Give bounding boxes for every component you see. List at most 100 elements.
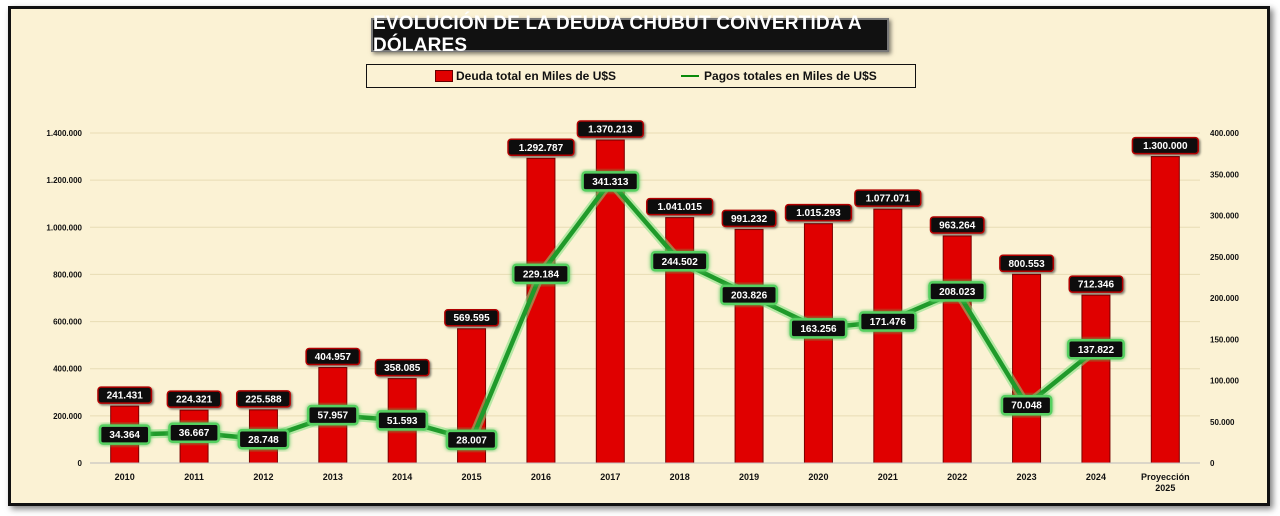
bar-label-box — [235, 390, 291, 408]
line-label-text: 244.502 — [662, 257, 699, 268]
bar-label: 1.370.213 — [576, 120, 644, 138]
bar-label: 1.015.293 — [784, 203, 853, 222]
line-point-label: 171.476 — [858, 311, 917, 332]
line-point-label: 34.364 — [98, 424, 151, 445]
bar-label: 963.264 — [929, 216, 985, 234]
y-left-tick-label: 0 — [78, 459, 83, 468]
y-right-tick-label: 50.000 — [1210, 418, 1235, 427]
line-label-text: 171.476 — [870, 317, 907, 328]
x-tick-label: 2021 — [878, 472, 898, 482]
line-label-box — [306, 404, 359, 426]
y-right-tick-label: 100.000 — [1210, 377, 1239, 386]
line-label-box — [168, 422, 220, 443]
x-tick-label: 2016 — [531, 472, 551, 482]
y-right-tick-label: 200.000 — [1210, 294, 1239, 303]
chart-frame — [8, 6, 1270, 506]
x-tick-label: 2014 — [392, 472, 412, 482]
line-point-label: 341.313 — [581, 171, 640, 192]
bar — [1081, 294, 1111, 464]
line-point-label: 51.593 — [376, 410, 429, 431]
bar — [1012, 273, 1042, 464]
bar-label-box — [999, 254, 1055, 273]
line-point-label: 137.822 — [1066, 339, 1125, 360]
line-label-text: 51.593 — [387, 416, 418, 427]
line-label-text: 57.957 — [318, 411, 349, 422]
bar — [734, 228, 764, 464]
line-label-text: 70.048 — [1011, 401, 1042, 412]
bar-label: 712.346 — [1068, 275, 1124, 293]
line-label-text: 229.184 — [523, 269, 560, 280]
line-label-box — [511, 263, 570, 285]
bar-label-text: 225.588 — [245, 394, 282, 405]
line-point-label: 28.007 — [445, 429, 498, 451]
line-label-box — [1066, 339, 1125, 360]
bar-label: 225.588 — [235, 390, 291, 408]
line-label-box — [581, 171, 640, 192]
chart-legend: Deuda total en Miles de U$S Pagos totale… — [366, 64, 916, 88]
legend-swatch-debt — [435, 70, 453, 82]
y-right-tick-label: 350.000 — [1210, 170, 1239, 179]
bar — [942, 235, 972, 464]
line-label-text: 36.667 — [179, 428, 210, 439]
x-tick-label-line: Proyección — [1141, 472, 1190, 482]
x-tick-label: Proyección 2025 — [1141, 472, 1190, 493]
bar-label-text: 569.595 — [453, 313, 490, 324]
bar-label-text: 358.085 — [384, 363, 421, 374]
legend-swatch-payments — [681, 75, 700, 77]
bar-label-text: 241.431 — [107, 391, 144, 402]
y-left-tick-label: 400.000 — [53, 365, 82, 374]
bar-label-box — [854, 189, 922, 207]
legend-item-debt: Deuda total en Miles de U$S — [367, 69, 616, 83]
x-tick-label: 2013 — [323, 472, 343, 482]
line-label-box — [858, 311, 917, 332]
bar-label-text: 1.370.213 — [588, 125, 633, 136]
y-left-tick-label: 1.000.000 — [46, 223, 82, 232]
bar-label: 404.957 — [305, 347, 361, 366]
bar-label: 224.321 — [166, 390, 222, 408]
line-label-text: 34.364 — [109, 430, 140, 441]
y-left-tick-label: 600.000 — [53, 318, 82, 327]
bar-label-text: 224.321 — [176, 395, 213, 406]
bar-label: 569.595 — [444, 308, 500, 327]
legend-label-payments: Pagos totales en Miles de U$S — [704, 69, 877, 83]
bar-label-box — [97, 386, 153, 404]
bar — [526, 157, 556, 464]
bar-label-text: 712.346 — [1078, 280, 1115, 291]
bar-label-box — [646, 197, 714, 216]
line-label-box — [376, 410, 429, 431]
x-tick-label: 2023 — [1017, 472, 1037, 482]
bar-label-text: 1.077.071 — [866, 194, 911, 205]
x-tick-label: 2012 — [253, 472, 273, 482]
bar-label-text: 404.957 — [315, 352, 352, 363]
bar-label-box — [374, 358, 430, 377]
line-point-label: 36.667 — [168, 422, 220, 443]
bar — [873, 208, 903, 464]
x-tick-label: 2015 — [462, 472, 482, 482]
line-label-text: 341.313 — [592, 177, 629, 188]
y-left-tick-label: 800.000 — [53, 270, 82, 279]
y-left-tick-label: 1.400.000 — [46, 129, 82, 138]
line-label-text: 28.007 — [456, 435, 487, 446]
bar-label-text: 1.292.787 — [519, 143, 564, 154]
y-left-tick-label: 200.000 — [53, 412, 82, 421]
bar-label-box — [784, 203, 853, 222]
line-label-box — [789, 318, 848, 339]
line-label-text: 28.748 — [248, 435, 279, 446]
line-label-box — [1000, 394, 1053, 416]
line-point-label: 28.748 — [237, 429, 290, 450]
line-label-text: 137.822 — [1078, 345, 1115, 356]
bar-label-text: 1.015.293 — [796, 208, 841, 219]
bar-label-text: 1.041.015 — [657, 202, 702, 213]
x-tick-label: 2011 — [184, 472, 204, 482]
bar-label-text: 800.553 — [1008, 259, 1045, 270]
bar-label: 800.553 — [999, 254, 1055, 273]
x-tick-label-line: 2025 — [1155, 483, 1175, 493]
line-label-box — [928, 281, 987, 302]
line-point-label: 208.023 — [928, 281, 987, 302]
x-tick-label: 2017 — [600, 472, 620, 482]
line-label-box — [445, 429, 498, 451]
y-right-tick-label: 400.000 — [1210, 129, 1239, 138]
y-right-tick-label: 0 — [1210, 459, 1215, 468]
bar-label-box — [166, 390, 222, 408]
